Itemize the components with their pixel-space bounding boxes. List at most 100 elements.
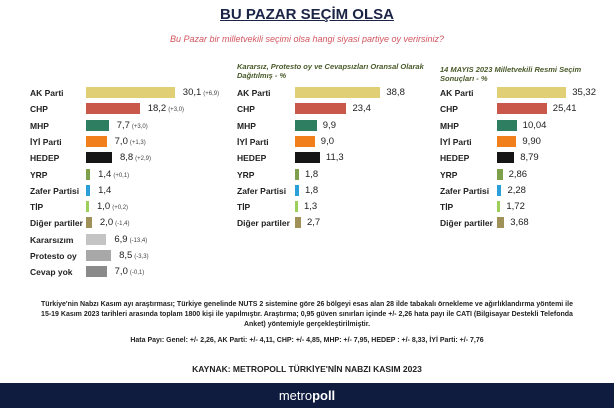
category-label: İYİ Parti bbox=[30, 136, 62, 147]
data-label: 9,0 bbox=[321, 136, 334, 147]
value-label: 1,4 bbox=[98, 168, 112, 180]
category-label: Diğer partiler bbox=[440, 218, 493, 229]
category-label: AK Parti bbox=[440, 88, 474, 98]
value-label: 38,8 bbox=[386, 87, 405, 98]
methodology-note: Türkiye'nin Nabzı Kasım ayı araştırması;… bbox=[41, 301, 573, 328]
bar bbox=[295, 201, 298, 213]
bar bbox=[86, 87, 175, 98]
bar bbox=[295, 217, 301, 229]
change-label: (+0,2) bbox=[112, 205, 129, 212]
bar bbox=[497, 201, 501, 213]
bar bbox=[497, 152, 515, 164]
category-label: İYİ Parti bbox=[237, 136, 269, 147]
category-label: Zafer Partisi bbox=[440, 185, 490, 196]
bar bbox=[497, 87, 567, 98]
bar bbox=[497, 168, 503, 180]
bar bbox=[497, 184, 502, 196]
bar bbox=[86, 201, 89, 213]
value-label: 18,2 bbox=[147, 103, 167, 115]
bar bbox=[295, 135, 315, 147]
data-label: 11,3 bbox=[326, 152, 344, 163]
category-label: AK Parti bbox=[30, 88, 64, 98]
category-label: CHP bbox=[237, 104, 255, 115]
data-label: 3,68 bbox=[510, 217, 529, 228]
data-label: 6,9 (-13,4) bbox=[114, 234, 147, 245]
bar bbox=[497, 217, 505, 229]
category-label: YRP bbox=[440, 169, 458, 180]
page-title: BU PAZAR SEÇİM OLSA bbox=[220, 6, 394, 23]
value-label: 30,1 bbox=[182, 87, 202, 98]
bar bbox=[295, 119, 317, 131]
value-label: 8,5 bbox=[119, 250, 133, 261]
value-label: 1,0 bbox=[97, 201, 111, 213]
data-label: 25,41 bbox=[553, 103, 577, 114]
value-label: 2,86 bbox=[508, 168, 528, 180]
value-label: 1,3 bbox=[304, 201, 318, 213]
value-label: 35,32 bbox=[572, 87, 596, 98]
category-label: TİP bbox=[440, 202, 454, 213]
bar bbox=[86, 250, 112, 261]
value-label: 7,0 bbox=[114, 135, 128, 147]
data-label: 38,8 bbox=[386, 87, 405, 98]
category-label: İYİ Parti bbox=[440, 136, 472, 147]
change-label: (+0,1) bbox=[113, 172, 130, 179]
data-label: 30,1 (+6,9) bbox=[183, 87, 219, 98]
category-label: AK Parti bbox=[237, 88, 271, 98]
data-label: 9,9 bbox=[323, 120, 336, 131]
category-label: Diğer partiler bbox=[237, 218, 290, 229]
data-label: 8,8 (+2,9) bbox=[120, 152, 151, 163]
data-label: 18,2 (+3,0) bbox=[148, 103, 184, 114]
value-label: 3,68 bbox=[510, 217, 529, 229]
value-label: 2,28 bbox=[507, 184, 526, 196]
bar bbox=[295, 184, 299, 196]
bar bbox=[86, 233, 107, 245]
category-label: Diğer partiler bbox=[30, 218, 83, 229]
bar bbox=[497, 119, 517, 131]
bar bbox=[295, 87, 381, 98]
value-label: 11,3 bbox=[325, 152, 344, 164]
logo-bold: poll bbox=[312, 388, 336, 403]
data-label: 7,0 (-0,1) bbox=[115, 266, 145, 277]
bar bbox=[86, 103, 140, 115]
value-label: 10,04 bbox=[522, 119, 547, 131]
value-label: 2,7 bbox=[306, 217, 321, 229]
value-label: 6,9 bbox=[114, 233, 128, 245]
category-label: CHP bbox=[30, 104, 48, 115]
value-label: 7,0 bbox=[114, 266, 128, 278]
category-label: CHP bbox=[440, 104, 458, 115]
source-note: KAYNAK: METROPOLL TÜRKİYE'NİN NABZI KASI… bbox=[192, 364, 422, 374]
data-label: 23,4 bbox=[352, 103, 371, 114]
bar bbox=[295, 152, 320, 164]
data-label: 2,0 (-1,4) bbox=[100, 217, 130, 228]
margin-of-error-note: Hata Payı: Genel: +/- 2,26, AK Parti: +/… bbox=[130, 337, 484, 344]
category-label: HEDEP bbox=[30, 153, 60, 164]
bar bbox=[86, 119, 109, 131]
bar bbox=[497, 135, 517, 147]
category-label: Kararsızım bbox=[30, 234, 74, 245]
value-label: 1,8 bbox=[304, 184, 319, 196]
change-label: (-13,4) bbox=[129, 237, 148, 244]
panel-3-title: 14 MAYIS 2023 Milletvekili Resmi Seçim S… bbox=[440, 65, 582, 83]
value-label: 25,41 bbox=[552, 103, 577, 115]
change-label: (-1,4) bbox=[115, 221, 130, 228]
data-label: 1,3 bbox=[304, 201, 317, 212]
panel-2-title: Kararsız, Protesto oy ve Cevapsızları Or… bbox=[237, 62, 424, 80]
bar bbox=[295, 103, 347, 115]
bar bbox=[86, 135, 107, 147]
data-label: 7,0 (+1,3) bbox=[115, 136, 146, 147]
value-label: 9,0 bbox=[320, 135, 335, 147]
change-label: (+6,9) bbox=[203, 91, 220, 97]
data-label: 9,90 bbox=[522, 136, 541, 147]
category-label: Cevap yok bbox=[30, 267, 73, 278]
footer-logo: metropoll bbox=[0, 383, 614, 408]
bar bbox=[86, 217, 92, 229]
bar bbox=[86, 184, 91, 196]
value-label: 1,72 bbox=[506, 201, 525, 213]
change-label: (-3,3) bbox=[134, 254, 149, 260]
category-label: MHP bbox=[237, 120, 256, 131]
data-label: 1,8 bbox=[305, 169, 318, 180]
change-label: (+3,0) bbox=[131, 123, 148, 130]
value-label: 9,90 bbox=[522, 135, 541, 147]
value-label: 2,0 bbox=[99, 217, 114, 229]
value-label: 7,7 bbox=[116, 119, 130, 131]
